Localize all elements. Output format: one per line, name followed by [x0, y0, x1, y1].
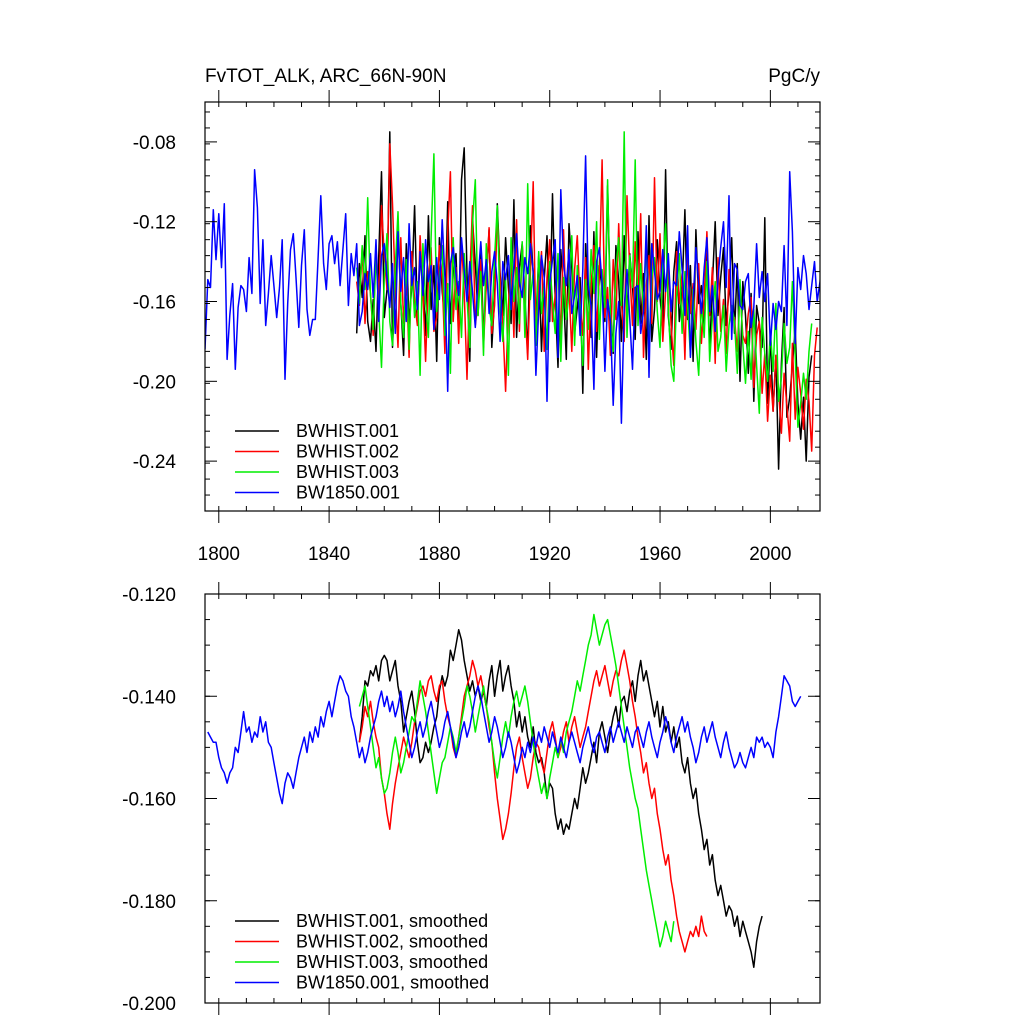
legend-label-1: BWHIST.001: [296, 421, 399, 441]
y-tick-label: -0.140: [122, 687, 176, 708]
y-tick-label: -0.08: [133, 133, 176, 154]
legend-label-2: BWHIST.002, smoothed: [296, 932, 488, 952]
x-tick-label: 1880: [418, 544, 460, 565]
series-line-4: [205, 155, 820, 424]
legend-label-1: BWHIST.001, smoothed: [296, 911, 488, 931]
series-line-2: [358, 649, 708, 953]
legend-label-4: BW1850.001: [296, 483, 400, 503]
bottom-panel: -0.200 -0.180 -0.160 -0.140 -0.120 BWHIST.001…: [122, 582, 821, 1015]
chart-title: FvTOT_ALK, ARC_66N-90N: [205, 66, 446, 87]
y-tick-label: -0.20: [133, 372, 176, 393]
units-label: PgC/y: [768, 66, 820, 87]
x-tick-label: 1960: [639, 544, 681, 565]
y-tick-label: -0.180: [122, 892, 176, 913]
x-tick-label: 2000: [749, 544, 791, 565]
legend-label-2: BWHIST.002: [296, 442, 399, 462]
legend-label-3: BWHIST.003, smoothed: [296, 952, 488, 972]
series-line-4: [207, 675, 802, 805]
series-group: [207, 613, 802, 968]
y-tick-label: -0.16: [133, 293, 176, 314]
legend-label-4: BW1850.001, smoothed: [296, 973, 489, 993]
series-group: [205, 131, 820, 470]
series-line-3: [355, 131, 813, 428]
y-tick-label: -0.160: [122, 790, 176, 811]
y-tick-label: -0.12: [133, 213, 176, 234]
plot-frame: [204, 101, 821, 512]
series-line-3: [358, 613, 675, 948]
x-tick-label: 1840: [308, 544, 350, 565]
y-tick-label: -0.120: [122, 585, 176, 606]
x-tick-label: 1920: [529, 544, 571, 565]
series-line-1: [358, 629, 763, 968]
x-tick-label: 1800: [198, 544, 240, 565]
top-panel: FvTOT_ALK, ARC_66N-90N PgC/y -0.24 -0.20 -0.…: [133, 66, 821, 565]
y-tick-label: -0.200: [122, 994, 176, 1015]
y-tick-label: -0.24: [133, 452, 177, 473]
legend-label-3: BWHIST.003: [296, 462, 399, 482]
